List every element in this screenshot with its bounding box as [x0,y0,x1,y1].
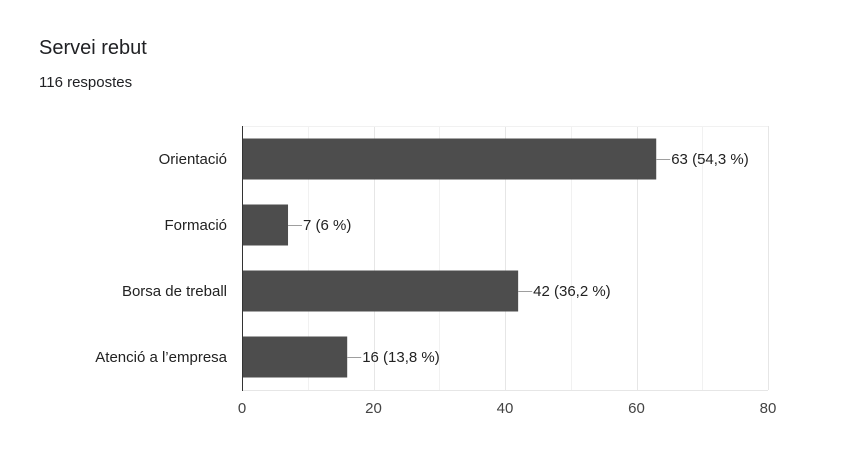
bars [242,138,657,378]
x-tick-label: 20 [365,400,382,417]
category-label: Atenció a l’empresa [95,349,227,366]
category-label: Formació [164,217,227,234]
bar[interactable] [242,204,289,246]
data-label: 42 (36,2 %) [533,283,611,300]
bar[interactable] [242,336,348,378]
x-tick-label: 60 [628,400,645,417]
response-count: 116 respostes [39,74,133,91]
data-label: 16 (13,8 %) [362,349,440,366]
x-tick-label: 40 [497,400,514,417]
category-label: Orientació [159,151,227,168]
category-label: Borsa de treball [122,283,227,300]
bar[interactable] [242,138,657,180]
x-tick-label: 80 [760,400,777,417]
data-label: 63 (54,3 %) [671,151,749,168]
labels: 63 (54,3 %) Orientació 7 (6 %) Formació 42 (… [95,151,776,417]
x-tick-label: 0 [238,400,246,417]
data-label: 7 (6 %) [303,217,351,234]
bar[interactable] [242,270,519,312]
chart-title: Servei rebut [39,37,147,59]
